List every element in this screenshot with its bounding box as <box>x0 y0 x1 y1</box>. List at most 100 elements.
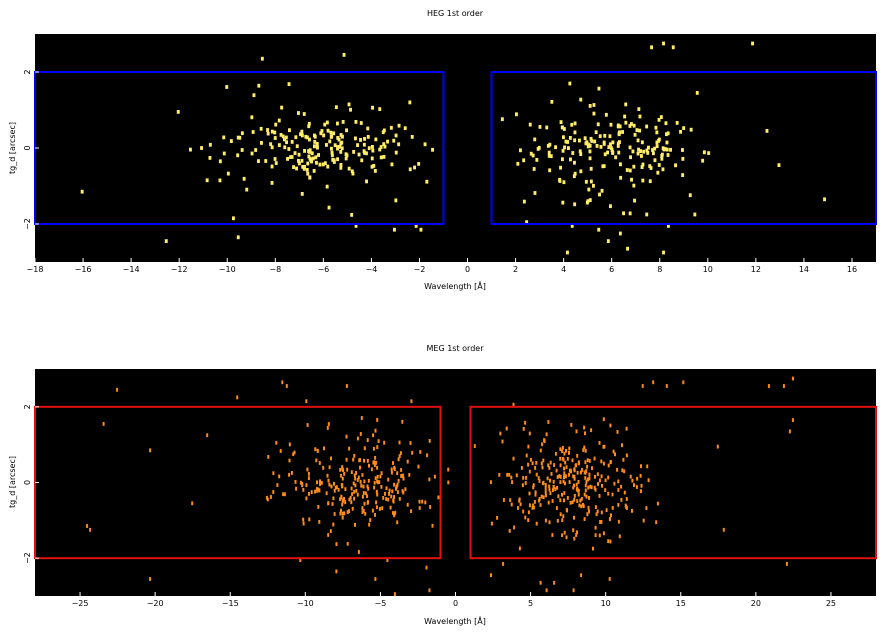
heg-panel: HEG 1st order −18 −16 −14 −12 −10 −8 −6 −4 −2 0 2 4… <box>8 9 877 291</box>
heg-event-point <box>342 53 346 57</box>
heg-event-point <box>359 121 363 125</box>
meg-event-point <box>598 478 601 483</box>
meg-event-point <box>528 491 531 496</box>
heg-event-point <box>602 164 606 168</box>
meg-event-point <box>563 498 565 503</box>
meg-event-point <box>306 423 309 427</box>
meg-event-point <box>583 425 586 430</box>
heg-event-point <box>431 147 434 152</box>
meg-event-point <box>368 522 371 527</box>
heg-event-point <box>349 107 352 112</box>
meg-event-point <box>577 492 580 497</box>
meg-event-point <box>552 484 555 489</box>
meg-event-point <box>320 481 323 485</box>
heg-event-point <box>313 144 316 149</box>
heg-event-point <box>308 137 311 142</box>
heg-event-point <box>208 156 212 160</box>
meg-event-point <box>598 441 601 445</box>
meg-event-point <box>600 520 603 524</box>
meg-event-point <box>397 457 400 462</box>
meg-event-point <box>563 530 566 535</box>
meg-event-point <box>301 483 304 488</box>
heg-event-point <box>393 227 396 232</box>
heg-event-point <box>350 169 354 174</box>
meg-event-point <box>374 577 377 581</box>
heg-event-point <box>363 151 366 155</box>
heg-event-point <box>382 142 386 146</box>
heg-event-point <box>597 86 601 91</box>
meg-event-point <box>502 562 505 566</box>
meg-event-point <box>372 460 375 465</box>
heg-event-point <box>547 154 551 158</box>
meg-event-point <box>534 492 537 497</box>
meg-event-point <box>409 441 412 445</box>
heg-event-point <box>654 125 658 130</box>
heg-event-point <box>257 159 260 163</box>
heg-event-point <box>383 144 387 149</box>
meg-event-point <box>396 520 399 525</box>
meg-event-point <box>349 495 352 500</box>
meg-event-point <box>350 500 353 505</box>
heg-event-point <box>285 140 288 145</box>
meg-event-point <box>498 473 501 477</box>
heg-event-point <box>564 139 568 144</box>
meg-event-point <box>528 469 531 474</box>
heg-event-point <box>630 122 633 126</box>
meg-event-point <box>609 539 612 544</box>
meg-event-point <box>375 461 377 465</box>
meg-event-point <box>340 495 343 500</box>
meg-event-point <box>319 482 321 486</box>
heg-event-point <box>307 124 311 129</box>
heg-event-point <box>339 165 343 170</box>
meg-event-point <box>426 453 429 458</box>
heg-event-point <box>655 130 659 135</box>
meg-event-point <box>379 474 382 479</box>
heg-event-point <box>273 130 277 135</box>
heg-event-point <box>373 169 377 173</box>
heg-event-point <box>681 148 684 152</box>
meg-event-point <box>314 489 317 494</box>
meg-event-point <box>149 448 152 453</box>
heg-event-point <box>588 104 592 108</box>
meg-event-point <box>641 384 644 388</box>
heg-event-point <box>653 146 657 151</box>
heg-event-point <box>313 140 317 144</box>
heg-event-point <box>314 155 318 160</box>
meg-event-point <box>360 416 363 420</box>
meg-event-point <box>788 429 791 434</box>
meg-event-point <box>340 482 343 487</box>
meg-event-point <box>601 483 603 488</box>
heg-x-tick-label: 0 <box>465 265 470 274</box>
meg-event-point <box>496 515 499 520</box>
meg-event-point <box>343 496 346 501</box>
meg-event-point <box>580 497 583 501</box>
meg-event-point <box>552 479 555 484</box>
meg-event-point <box>549 491 552 496</box>
heg-event-point <box>394 198 398 203</box>
heg-event-point <box>648 179 652 184</box>
heg-event-point <box>371 145 374 149</box>
meg-event-point <box>378 507 381 511</box>
heg-y-axis-label: tg_d [arcsec] <box>8 122 17 174</box>
meg-event-point <box>348 446 351 451</box>
heg-event-point <box>550 99 554 104</box>
heg-event-point <box>572 174 576 179</box>
heg-event-point <box>638 128 642 133</box>
heg-event-point <box>336 157 339 162</box>
heg-event-point <box>208 142 212 147</box>
meg-event-point <box>527 518 530 522</box>
meg-event-point <box>579 470 582 475</box>
meg-event-point <box>334 485 337 490</box>
heg-event-point <box>270 164 274 169</box>
heg-y-tick-label: 2 <box>23 69 32 74</box>
meg-points <box>86 376 794 596</box>
meg-event-point <box>376 445 379 449</box>
heg-event-point <box>633 198 636 203</box>
meg-event-point <box>366 459 369 463</box>
meg-event-point <box>305 496 308 501</box>
heg-event-point <box>639 149 642 153</box>
meg-event-point <box>576 470 579 475</box>
meg-event-point <box>385 486 388 491</box>
meg-event-point <box>573 468 576 473</box>
heg-event-point <box>370 156 374 161</box>
